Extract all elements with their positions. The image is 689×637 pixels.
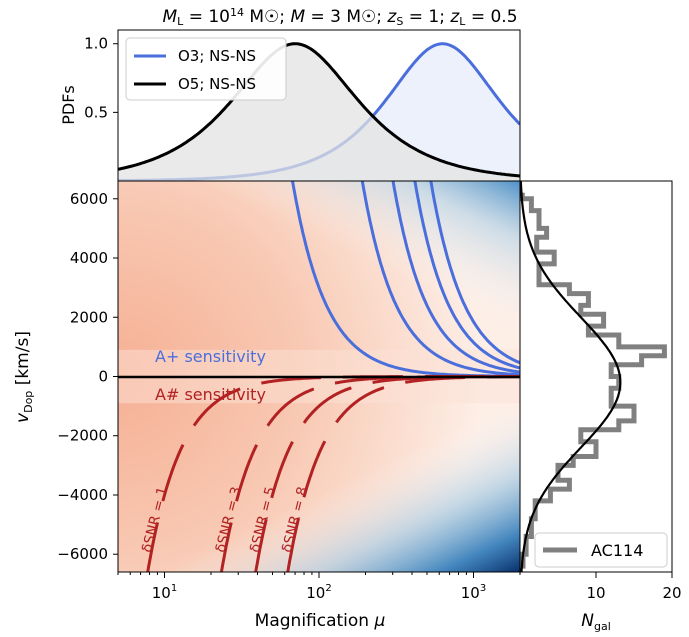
main-y-tick-label: −6000 bbox=[57, 545, 108, 563]
main-y-tick-label: 4000 bbox=[70, 249, 108, 267]
ngal-legend: AC114 bbox=[534, 532, 668, 568]
annotation-upper: A+ sensitivity bbox=[155, 347, 266, 366]
main-y-tick-label: −2000 bbox=[57, 427, 108, 445]
main-x-axis-label: Magnification μ bbox=[255, 611, 386, 631]
pdf-fill-0 bbox=[118, 43, 520, 181]
gaussian-fit-curve bbox=[520, 181, 622, 572]
ngal-x-tick-label: 10 bbox=[586, 584, 605, 602]
pdf-panel: 0.5 1.0 PDFs O3; NS-NS O5; NS-NS bbox=[59, 29, 521, 182]
ngal-x-tick-label: 20 bbox=[662, 584, 681, 602]
ngal-panel: 10 20 Ngal AC114 bbox=[519, 180, 682, 633]
upper-contour-5 bbox=[429, 181, 520, 365]
main-y-axis-label: vDop [km/s] bbox=[13, 331, 35, 423]
main-y-tick-label: 2000 bbox=[70, 308, 108, 326]
main-x-tick-label: 102 bbox=[306, 583, 331, 602]
main-x-tick-label: 101 bbox=[152, 583, 177, 602]
upper-contour-3 bbox=[391, 181, 520, 374]
main-y-tick-label: −4000 bbox=[57, 486, 108, 504]
chart-title: ML = 1014 M☉; M = 3 M☉; zS = 1; zL = 0.5 bbox=[162, 6, 517, 28]
upper-contour-2 bbox=[360, 181, 520, 377]
main-x-tick-label: 103 bbox=[461, 583, 486, 602]
ac114-histogram bbox=[520, 192, 667, 569]
ngal-x-axis-label: Ngal bbox=[581, 611, 611, 633]
pdf-y-tick-label: 1.0 bbox=[84, 35, 108, 53]
upper-contour-4 bbox=[413, 181, 520, 370]
pdf-curve-1 bbox=[118, 42, 520, 178]
legend-label-ac114: AC114 bbox=[591, 541, 643, 560]
pdf-y-tick-label: 0.5 bbox=[84, 103, 108, 121]
pdf-y-axis-label: PDFs bbox=[59, 85, 78, 125]
heatmap-blue-lower bbox=[118, 377, 520, 572]
pdf-legend: O3; NS-NS O5; NS-NS bbox=[125, 37, 287, 101]
legend-label-o3: O3; NS-NS bbox=[178, 47, 256, 65]
main-y-tick-label: 0 bbox=[98, 368, 108, 386]
legend-label-o5: O5; NS-NS bbox=[178, 75, 256, 93]
annotation-lower: A# sensitivity bbox=[155, 385, 266, 404]
pdf-fill-1 bbox=[118, 43, 520, 181]
main-y-tick-label: 6000 bbox=[70, 190, 108, 208]
